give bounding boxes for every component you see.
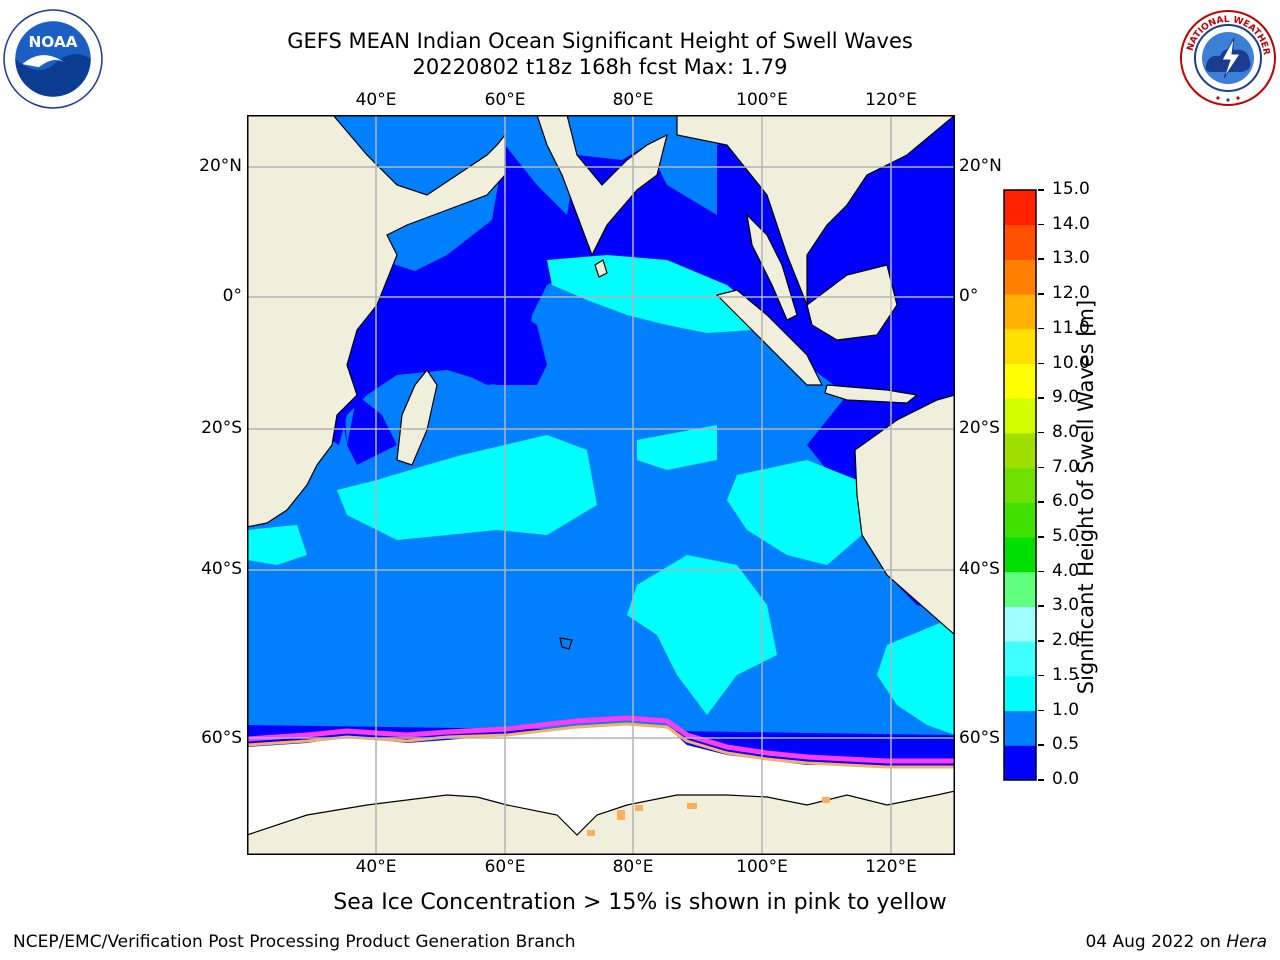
colorbar-tick-label: 0.5 bbox=[1052, 734, 1080, 755]
colorbar-frame bbox=[1003, 189, 1037, 781]
colorbar-tick-label: 6.0 bbox=[1052, 491, 1080, 512]
colorbar-tick-label: 1.0 bbox=[1052, 699, 1080, 720]
lat-tick-right: 20°N bbox=[959, 156, 1002, 176]
lat-tick-right: 40°S bbox=[959, 559, 1000, 579]
nws-logo: NATIONAL WEATHER SERVICE bbox=[1178, 8, 1276, 106]
lat-tick-right: 20°S bbox=[959, 418, 1000, 438]
colorbar-tick bbox=[1038, 605, 1044, 607]
colorbar-tick bbox=[1038, 640, 1044, 642]
colorbar-tick bbox=[1038, 501, 1044, 503]
colorbar-tick-label: 13.0 bbox=[1052, 248, 1090, 269]
colorbar-swatch bbox=[1004, 398, 1036, 434]
map-panel bbox=[247, 115, 955, 855]
lon-tick-top: 120°E bbox=[865, 90, 917, 110]
colorbar-tick bbox=[1038, 536, 1044, 538]
colorbar-swatch bbox=[1004, 328, 1036, 365]
colorbar-swatch bbox=[1004, 502, 1036, 538]
colorbar-tick-label: 12.0 bbox=[1052, 283, 1090, 304]
colorbar-tick-label: 5.0 bbox=[1052, 526, 1080, 547]
colorbar-tick bbox=[1038, 189, 1044, 191]
graticule bbox=[247, 115, 955, 855]
colorbar-tick bbox=[1038, 779, 1044, 781]
lon-tick-bottom: 60°E bbox=[484, 857, 526, 877]
colorbar-swatch bbox=[1004, 467, 1036, 503]
swell-field-1.0-1.5 bbox=[247, 255, 955, 735]
colorbar-swatch bbox=[1004, 745, 1036, 781]
lon-tick-bottom: 120°E bbox=[865, 857, 917, 877]
colorbar-tick-label: 8.0 bbox=[1052, 421, 1080, 442]
colorbar-swatch bbox=[1004, 606, 1036, 642]
colorbar-tick bbox=[1038, 431, 1044, 434]
lon-tick-bottom: 80°E bbox=[612, 857, 654, 877]
noaa-logo-text: NOAA bbox=[28, 33, 77, 51]
lat-tick-left: 0° bbox=[222, 286, 242, 306]
colorbar-tick bbox=[1038, 223, 1044, 226]
footer-date-text: 04 Aug 2022 on bbox=[1085, 932, 1227, 952]
colorbar-tick bbox=[1038, 570, 1044, 573]
lon-tick-bottom: 40°E bbox=[355, 857, 397, 877]
colorbar-swatch bbox=[1004, 537, 1036, 573]
colorbar-tick-label: 10.0 bbox=[1052, 352, 1090, 373]
map-title: GEFS MEAN Indian Ocean Significant Heigh… bbox=[287, 29, 913, 53]
colorbar-tick bbox=[1038, 744, 1044, 746]
colorbar-swatch bbox=[1004, 363, 1036, 399]
colorbar-tick-label: 15.0 bbox=[1052, 179, 1090, 199]
colorbar-swatch bbox=[1004, 571, 1036, 607]
footer-host: Hera bbox=[1226, 932, 1267, 952]
lat-tick-left: 20°S bbox=[201, 418, 242, 438]
colorbar-tick-label: 4.0 bbox=[1052, 560, 1080, 581]
colorbar-tick-label: 11.0 bbox=[1052, 317, 1090, 338]
colorbar-swatch bbox=[1004, 432, 1036, 469]
footer-credit: NCEP/EMC/Verification Post Processing Pr… bbox=[13, 932, 576, 952]
sea-ice-edge bbox=[247, 715, 955, 764]
colorbar-tick-label: 0.0 bbox=[1052, 769, 1080, 789]
map-subtitle: 20220802 t18z 168h fcst Max: 1.79 bbox=[412, 55, 788, 79]
sea-ice-edge-outer bbox=[247, 722, 955, 769]
colorbar-tick bbox=[1038, 362, 1044, 365]
lon-tick-top: 60°E bbox=[484, 90, 526, 110]
footer-date: 04 Aug 2022 on Hera bbox=[1085, 932, 1267, 952]
colorbar-tick-label: 3.0 bbox=[1052, 595, 1080, 616]
colorbar-swatch bbox=[1004, 259, 1036, 295]
colorbar-swatch bbox=[1004, 675, 1036, 712]
colorbar bbox=[1003, 189, 1037, 781]
lat-tick-left: 60°S bbox=[201, 728, 242, 748]
colorbar-swatch bbox=[1004, 294, 1036, 330]
lat-tick-left: 40°S bbox=[201, 559, 242, 579]
noaa-logo: NOAA bbox=[3, 9, 103, 109]
colorbar-tick bbox=[1038, 293, 1044, 295]
colorbar-tick-label: 9.0 bbox=[1052, 387, 1080, 408]
colorbar-tick bbox=[1038, 709, 1044, 712]
colorbar-tick bbox=[1038, 327, 1044, 330]
lon-tick-bottom: 100°E bbox=[736, 857, 788, 877]
lon-tick-top: 40°E bbox=[355, 90, 397, 110]
colorbar-tick-label: 2.0 bbox=[1052, 630, 1080, 651]
lon-tick-top: 100°E bbox=[736, 90, 788, 110]
colorbar-tick bbox=[1038, 674, 1044, 677]
sea-ice-note: Sea Ice Concentration > 15% is shown in … bbox=[333, 890, 947, 915]
colorbar-tick-label: 14.0 bbox=[1052, 213, 1090, 234]
colorbar-swatch bbox=[1004, 224, 1036, 260]
colorbar-swatch bbox=[1004, 710, 1036, 746]
lat-tick-left: 20°N bbox=[199, 156, 242, 176]
colorbar-swatch bbox=[1004, 641, 1036, 677]
colorbar-tick bbox=[1038, 397, 1044, 399]
colorbar-tick-label: 1.5 bbox=[1052, 664, 1080, 685]
colorbar-tick bbox=[1038, 466, 1044, 469]
land-masses bbox=[247, 115, 955, 855]
lon-tick-top: 80°E bbox=[612, 90, 654, 110]
colorbar-tick-label: 7.0 bbox=[1052, 456, 1080, 477]
lat-tick-right: 60°S bbox=[959, 728, 1000, 748]
colorbar-label: Significant Height of Swell Waves [m] bbox=[1074, 299, 1098, 695]
colorbar-swatch bbox=[1004, 190, 1036, 226]
coastal-ice-patches bbox=[587, 797, 830, 836]
lat-tick-right: 0° bbox=[959, 286, 979, 306]
colorbar-tick bbox=[1038, 258, 1044, 260]
